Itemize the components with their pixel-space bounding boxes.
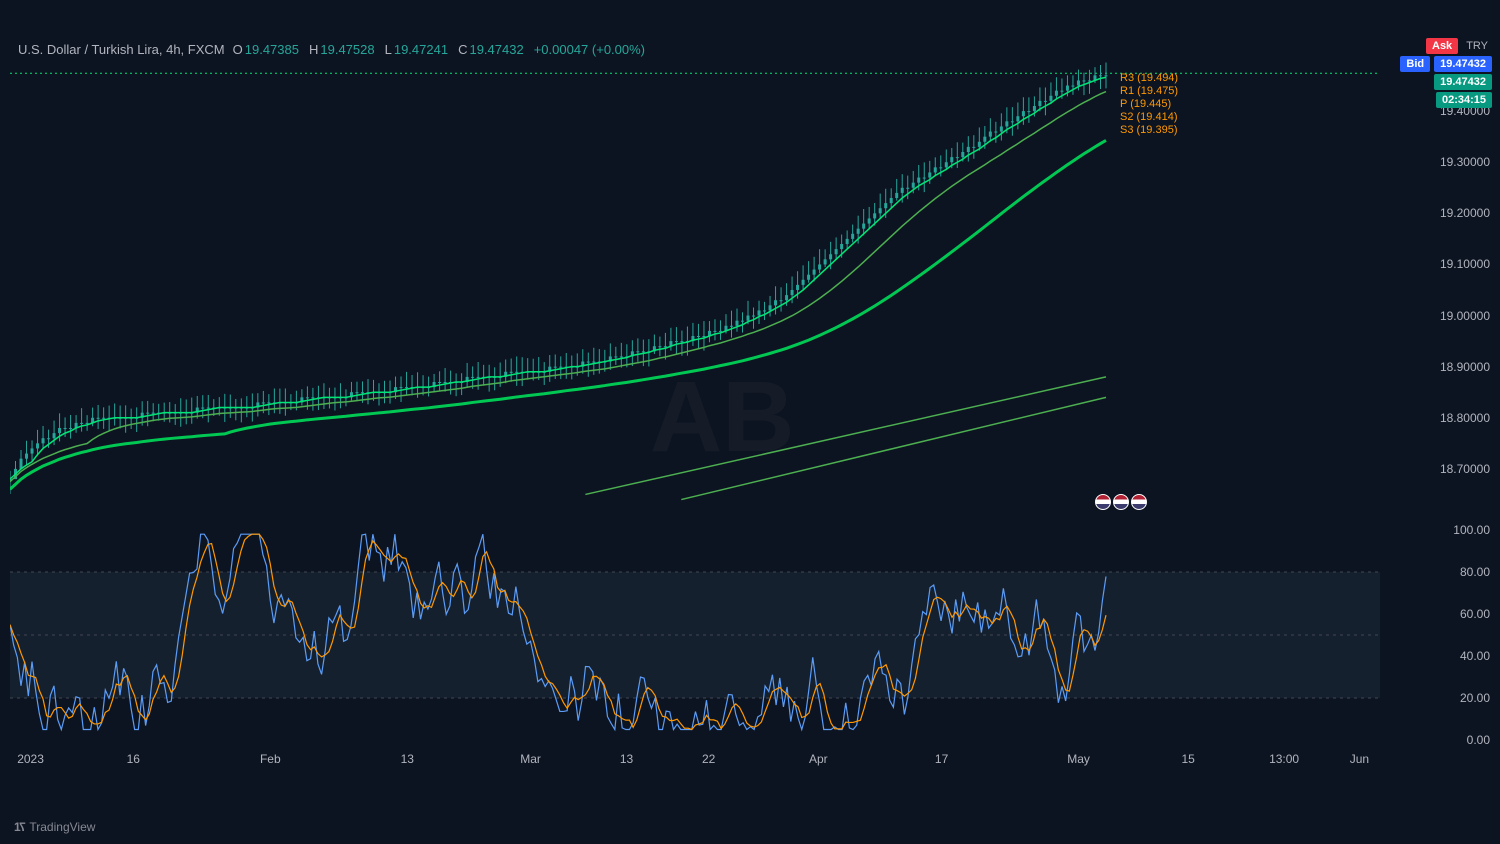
indicator-ytick: 40.00 [1460, 649, 1490, 663]
indicator-ytick: 80.00 [1460, 565, 1490, 579]
indicator-ytick: 20.00 [1460, 691, 1490, 705]
price-ytick: 19.30000 [1440, 155, 1490, 169]
flag-icon[interactable] [1131, 494, 1147, 510]
indicator-yaxis[interactable]: 0.0020.0040.0060.0080.00100.00 [1390, 530, 1500, 740]
time-tick: Feb [260, 752, 281, 766]
indicator-ytick: 0.00 [1467, 733, 1490, 747]
time-tick: 16 [127, 752, 140, 766]
event-flags[interactable] [1095, 494, 1147, 510]
flag-icon[interactable] [1095, 494, 1111, 510]
tradingview-brand[interactable]: 17 TradingView [14, 820, 95, 834]
price-ytick: 19.10000 [1440, 257, 1490, 271]
time-tick: 13:00 [1269, 752, 1299, 766]
bid-price: 19.47432 [1434, 56, 1492, 72]
indicator-svg [10, 530, 1380, 740]
tv-logo-icon: 17 [14, 820, 25, 834]
pivot-labels: R3 (19.494) R1 (19.475) P (19.445) S2 (1… [1120, 72, 1178, 137]
price-badges: Ask TRY Bid 19.47432 19.47432 02:34:15 [1400, 38, 1492, 108]
indicator-chart[interactable] [10, 530, 1380, 740]
time-tick: 13 [620, 752, 633, 766]
symbol-title: U.S. Dollar / Turkish Lira, 4h, FXCM [18, 42, 225, 57]
try-label: TRY [1462, 38, 1492, 54]
time-tick: Mar [520, 752, 541, 766]
time-axis[interactable]: 2023 16 Feb 13 Mar 13 22 Apr 17 May 15 13:00 Jun [10, 752, 1380, 772]
last-price: 19.47432 [1434, 74, 1492, 90]
time-tick: 17 [935, 752, 948, 766]
indicator-ytick: 100.00 [1453, 523, 1490, 537]
time-tick: 15 [1182, 752, 1195, 766]
price-ytick: 18.80000 [1440, 411, 1490, 425]
ask-badge: Ask [1426, 38, 1458, 54]
time-tick: 2023 [17, 752, 44, 766]
indicator-ytick: 60.00 [1460, 607, 1490, 621]
price-ytick: 18.70000 [1440, 462, 1490, 476]
bid-badge: Bid [1400, 56, 1430, 72]
ohlc-readout: O19.47385 H19.47528 L19.47241 C19.47432 … [233, 42, 645, 57]
time-tick: 13 [401, 752, 414, 766]
price-yaxis[interactable]: 18.70000 18.80000 18.90000 19.00000 19.10000… [1390, 60, 1500, 520]
time-tick: Apr [809, 752, 828, 766]
price-ytick: 19.00000 [1440, 309, 1490, 323]
price-ytick: 19.20000 [1440, 206, 1490, 220]
time-tick: Jun [1350, 752, 1369, 766]
flag-icon[interactable] [1113, 494, 1129, 510]
time-tick: May [1067, 752, 1090, 766]
price-ytick: 18.90000 [1440, 360, 1490, 374]
countdown: 02:34:15 [1436, 92, 1492, 108]
chart-header: U.S. Dollar / Turkish Lira, 4h, FXCM O19… [18, 42, 645, 57]
time-tick: 22 [702, 752, 715, 766]
